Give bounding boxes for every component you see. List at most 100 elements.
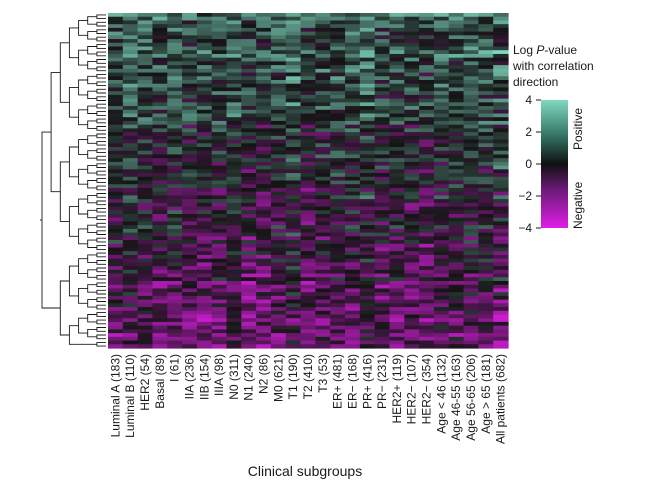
heatmap-cell [167, 120, 183, 126]
heatmap-cell [493, 46, 509, 51]
heatmap-cell [285, 39, 302, 44]
dendrogram-branch [87, 209, 97, 219]
column-label: HER2+ (119) [390, 354, 404, 423]
heatmap-cell [433, 273, 450, 278]
heatmap-cell [359, 251, 376, 256]
heatmap-cell [315, 106, 331, 111]
heatmap-cell [389, 210, 405, 215]
heatmap-cell [226, 124, 242, 129]
heatmap-cell [463, 284, 479, 290]
heatmap-cell [241, 102, 257, 107]
heatmap-cell [285, 325, 302, 330]
heatmap-cell [285, 91, 302, 96]
column-label: PR+ (416) [360, 354, 374, 409]
heatmap-cell [330, 206, 346, 211]
heatmap-cell [478, 281, 494, 286]
heatmap-cell [419, 214, 435, 219]
heatmap-cell [196, 232, 213, 237]
heatmap-cell [374, 176, 391, 182]
heatmap-cell [285, 83, 302, 89]
heatmap-cell [285, 184, 302, 189]
heatmap-cell [241, 50, 257, 55]
heatmap-cell [196, 344, 213, 349]
heatmap-cell [226, 76, 242, 81]
heatmap-cell [108, 13, 124, 18]
heatmap-cell [108, 80, 124, 85]
heatmap-cell [137, 292, 154, 297]
heatmap-cell [108, 165, 124, 170]
heatmap-cell [448, 169, 465, 174]
heatmap-cell [389, 344, 405, 349]
heatmap-cell [108, 124, 124, 129]
heatmap-cell [152, 292, 168, 297]
heatmap-cell [108, 24, 124, 29]
heatmap-cell [182, 120, 198, 126]
dendrogram-branch [78, 109, 88, 126]
heatmap-cell [270, 35, 287, 40]
heatmap-cell [152, 277, 168, 282]
heatmap-cell [196, 150, 213, 156]
heatmap-cell [404, 98, 420, 103]
heatmap-cell [448, 191, 465, 196]
heatmap-cell [226, 310, 242, 316]
heatmap-cell [359, 329, 376, 334]
heatmap-cell [389, 61, 405, 66]
heatmap-cell [108, 292, 124, 297]
heatmap-cell [374, 65, 391, 70]
heatmap-cell [167, 72, 183, 77]
heatmap-cell [137, 106, 154, 111]
heatmap-cell [478, 72, 494, 77]
heatmap-cell [285, 72, 302, 77]
heatmap-cell [137, 262, 154, 267]
heatmap-cell [211, 269, 228, 275]
heatmap-cell [330, 254, 346, 260]
heatmap-cell [241, 165, 257, 170]
column-label: ER− (168) [345, 354, 359, 409]
heatmap-cell [211, 329, 228, 334]
heatmap-cell [419, 139, 435, 144]
heatmap-cell [122, 329, 139, 334]
heatmap-cell [122, 39, 139, 44]
heatmap-cell [241, 240, 257, 245]
heatmap-cell [285, 191, 302, 196]
heatmap-cell [256, 16, 272, 22]
heatmap-cell [345, 20, 361, 25]
dendrogram-branch [78, 168, 88, 185]
heatmap-cell [196, 124, 213, 129]
heatmap-cell [478, 117, 494, 122]
heatmap-cell [478, 46, 494, 51]
heatmap-cell [330, 158, 346, 163]
heatmap-cell [182, 109, 198, 115]
heatmap-cell [241, 344, 257, 349]
heatmap-cell [463, 143, 479, 148]
heatmap-cell [419, 35, 435, 40]
heatmap-cell [196, 46, 213, 51]
heatmap-cell [108, 102, 124, 107]
heatmap-cell [419, 16, 435, 22]
heatmap-cell [389, 277, 405, 282]
heatmap-cell [226, 132, 242, 137]
heatmap-cell [404, 318, 420, 323]
heatmap-cell [167, 165, 183, 170]
heatmap-cell [345, 31, 361, 36]
heatmap-cell [167, 150, 183, 156]
heatmap-cell [211, 94, 228, 100]
heatmap-cell [152, 210, 168, 215]
heatmap-cell [493, 288, 509, 293]
heatmap-cell [315, 109, 331, 115]
heatmap-cell [315, 240, 331, 245]
heatmap-cell [448, 243, 465, 249]
heatmap-cell [359, 31, 376, 36]
heatmap-cell [285, 243, 302, 249]
heatmap-cell [315, 251, 331, 256]
heatmap-cell [241, 109, 257, 115]
heatmap-cell [359, 147, 376, 152]
heatmap-cell [374, 228, 391, 234]
heatmap-cell [300, 336, 316, 342]
heatmap-cell [315, 277, 331, 282]
heatmap-cell [404, 109, 420, 115]
heatmap-cell [256, 87, 272, 92]
heatmap-cell [300, 87, 316, 92]
heatmap-cell [256, 344, 272, 349]
heatmap-cell [463, 307, 479, 312]
